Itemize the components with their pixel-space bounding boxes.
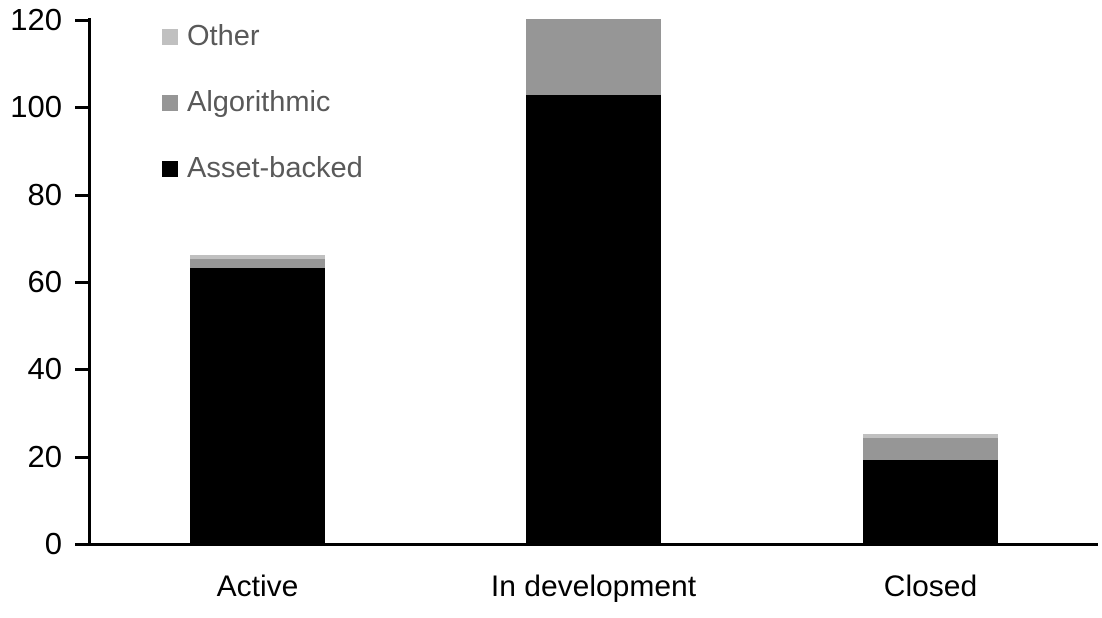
legend-label: Other [187,20,260,52]
x-axis-label-active: Active [216,570,299,603]
legend-item-asset-backed: Asset-backed [162,152,363,185]
y-tick-label: 0 [44,526,62,561]
y-tick-label: 120 [10,2,62,37]
y-tick-mark [75,543,89,546]
x-axis-line [88,543,1098,546]
y-tick-mark [75,455,89,459]
y-tick-label: 80 [27,176,62,212]
bar-segment-in-development-asset-backed [526,95,661,543]
x-axis-label-in-development: In development [490,570,697,603]
y-tick-mark [75,368,89,372]
y-tick-label: 60 [27,264,62,299]
x-axis-label-closed: Closed [883,570,978,603]
legend-label: Algorithmic [187,86,331,118]
legend-label: Asset-backed [187,152,363,184]
y-tick-mark [75,19,89,22]
bar-segment-active-other [190,254,325,260]
legend-item-other: Other [162,20,260,53]
legend-swatch-icon [162,160,178,177]
bar-segment-closed-other [863,433,998,439]
bar-segment-in-development-algorithmic [526,19,661,96]
legend-swatch-icon [162,28,178,45]
y-axis-line [88,18,91,546]
y-tick-mark [75,281,89,284]
bar-segment-closed-algorithmic [863,438,998,461]
y-tick-mark [75,106,89,110]
y-tick-label: 40 [27,351,62,387]
y-tick-mark [75,193,89,197]
legend-swatch-icon [162,94,178,111]
bar-segment-active-algorithmic [190,259,325,268]
y-tick-label: 20 [27,438,62,474]
legend-item-algorithmic: Algorithmic [162,86,330,119]
bar-segment-active-asset-backed [190,267,325,543]
y-tick-label: 100 [10,89,62,125]
bar-segment-closed-asset-backed [863,460,998,543]
